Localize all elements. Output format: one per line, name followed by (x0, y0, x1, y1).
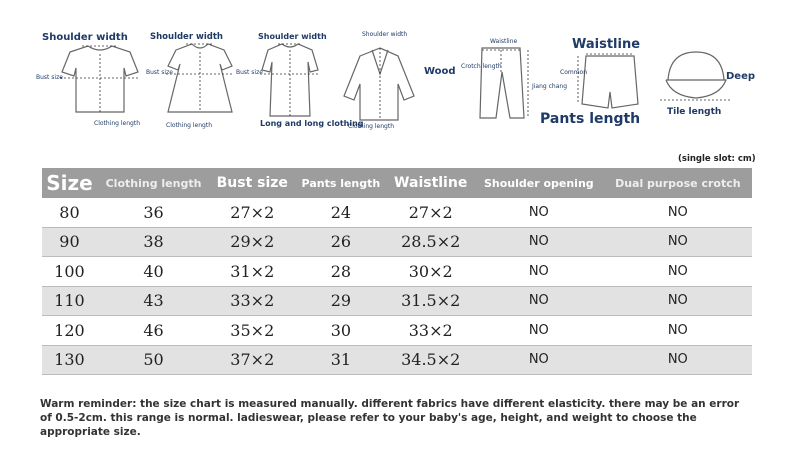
header-cell: Bust size (210, 168, 295, 198)
table-cell: 100 (42, 256, 97, 287)
table-cell: 37×2 (210, 345, 295, 375)
table-cell: 90 (42, 227, 97, 257)
label: Deep (726, 71, 755, 82)
table-cell: 33×2 (387, 315, 474, 346)
table-cell: 24 (294, 198, 388, 228)
table-cell: NO (473, 198, 604, 228)
label: Bust size (146, 69, 173, 76)
header-row: Size Clothing length Bust size Pants length… (42, 168, 752, 198)
label: Bust size (36, 74, 63, 81)
label: Pants length (540, 111, 640, 127)
table-cell: 50 (96, 345, 211, 375)
size-table: Size Clothing length Bust size Pants length… (42, 168, 752, 375)
unit-note: (single slot: cm) (678, 154, 756, 164)
label: Common (560, 69, 587, 76)
label: Clothing length (94, 120, 140, 127)
table-cell: NO (603, 315, 752, 346)
label: Wood (424, 66, 456, 77)
table-cell: 27×2 (210, 198, 295, 228)
note: Warm reminder: the size chart is measure… (40, 398, 740, 438)
header-cell: Waistline (387, 168, 474, 198)
table-cell: NO (603, 345, 752, 375)
header-cell: Size (42, 168, 97, 198)
table-cell: 130 (42, 345, 97, 375)
label: Shoulder width (150, 32, 223, 42)
label: Crotch length (461, 63, 502, 70)
table-row: 90 38 29×2 26 28.5×2 NO NO (42, 227, 752, 257)
table-cell: NO (473, 227, 604, 257)
table-cell: NO (603, 286, 752, 316)
table-cell: 40 (96, 256, 211, 287)
header-cell: Clothing length (96, 168, 211, 198)
table-cell: NO (473, 256, 604, 287)
table-cell: 27×2 (387, 198, 474, 228)
table-cell: 33×2 (210, 286, 295, 316)
table-cell: 31 (294, 345, 388, 375)
table-cell: 31.5×2 (387, 286, 474, 316)
table-cell: NO (473, 286, 604, 316)
table-cell: 29 (294, 286, 388, 316)
table-cell: 46 (96, 315, 211, 346)
table-cell: NO (473, 315, 604, 346)
label: Long and long clothing (260, 119, 364, 128)
table-cell: NO (603, 227, 752, 257)
table-row: 110 43 33×2 29 31.5×2 NO NO (42, 286, 752, 316)
table-cell: 28 (294, 256, 388, 287)
table-cell: NO (603, 256, 752, 287)
label: Waistline (490, 38, 518, 45)
label: Bust size (236, 69, 263, 76)
label: Waistline (572, 37, 640, 52)
table-row: 80 36 27×2 24 27×2 NO NO (42, 198, 752, 228)
table-cell: 31×2 (210, 256, 295, 287)
label: Clothing length (348, 123, 394, 130)
table-cell: 28.5×2 (387, 227, 474, 257)
table-cell: 120 (42, 315, 97, 346)
table-cell: 30×2 (387, 256, 474, 287)
table-row: 100 40 31×2 28 30×2 NO NO (42, 256, 752, 287)
label: Clothing length (166, 122, 212, 129)
label: Shoulder width (42, 32, 128, 43)
table-cell: 36 (96, 198, 211, 228)
garment-icons (60, 43, 732, 121)
table-cell: 35×2 (210, 315, 295, 346)
table-cell: 29×2 (210, 227, 295, 257)
header-cell: Pants length (294, 168, 388, 198)
table-cell: NO (473, 345, 604, 375)
label: Shoulder width (362, 31, 407, 38)
table-cell: 80 (42, 198, 97, 228)
header-cell: Shoulder opening (473, 168, 604, 198)
label: Jiang chang (531, 83, 567, 90)
table-cell: 110 (42, 286, 97, 316)
label: Shoulder width (258, 32, 327, 41)
table-cell: NO (603, 198, 752, 228)
table-cell: 43 (96, 286, 211, 316)
table-cell: 34.5×2 (387, 345, 474, 375)
header-cell: Dual purpose crotch (603, 168, 752, 198)
label: Tile length (667, 107, 721, 117)
table-row: 130 50 37×2 31 34.5×2 NO NO (42, 345, 752, 375)
garment-diagrams: Shoulder width Bust size Clothing length… (36, 31, 755, 130)
table-cell: 38 (96, 227, 211, 257)
table-row: 120 46 35×2 30 33×2 NO NO (42, 315, 752, 346)
table-cell: 26 (294, 227, 388, 257)
table-cell: 30 (294, 315, 388, 346)
